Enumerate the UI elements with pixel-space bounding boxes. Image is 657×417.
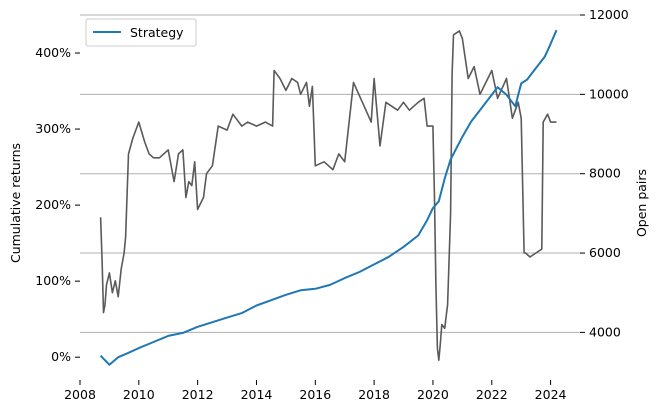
x-tick-label: 2016 (299, 387, 331, 402)
y-axis-left-label: Cumulative returns (8, 143, 23, 263)
y-right-tick-label: 4000 (589, 324, 621, 339)
series-line-open-pairs (99, 30, 557, 362)
y-right-tick-label: 6000 (589, 245, 621, 260)
legend-label-strategy: Strategy (130, 25, 184, 40)
legend: Strategy (85, 18, 197, 47)
y-right-tick-label: 12000 (589, 7, 629, 22)
x-tick-label: 2022 (476, 387, 508, 402)
x-tick-label: 2010 (123, 387, 155, 402)
y-left-tick-label: 300% (35, 121, 71, 136)
series-line-strategy (99, 29, 558, 366)
y-left-tick-label: 0% (51, 349, 71, 364)
y-left-tick-label: 200% (35, 197, 71, 212)
x-tick-label: 2018 (358, 387, 390, 402)
axes: 0% 100% 200% 300% 400% 4000 6000 8000 10000 12000… (35, 7, 629, 402)
x-tick-label: 2020 (417, 387, 449, 402)
legend-box (85, 18, 197, 47)
series-layer (99, 29, 558, 366)
x-tick-label: 2024 (535, 387, 567, 402)
y-left-tick-label: 400% (35, 45, 71, 60)
x-tick-label: 2008 (64, 387, 96, 402)
y-right-tick-label: 10000 (589, 86, 629, 101)
x-tick-label: 2014 (241, 387, 273, 402)
y-right-tick-label: 8000 (589, 166, 621, 181)
x-tick-label: 2012 (182, 387, 214, 402)
y-left-tick-label: 100% (35, 273, 71, 288)
y-axis-right-label: Open pairs (634, 169, 649, 237)
